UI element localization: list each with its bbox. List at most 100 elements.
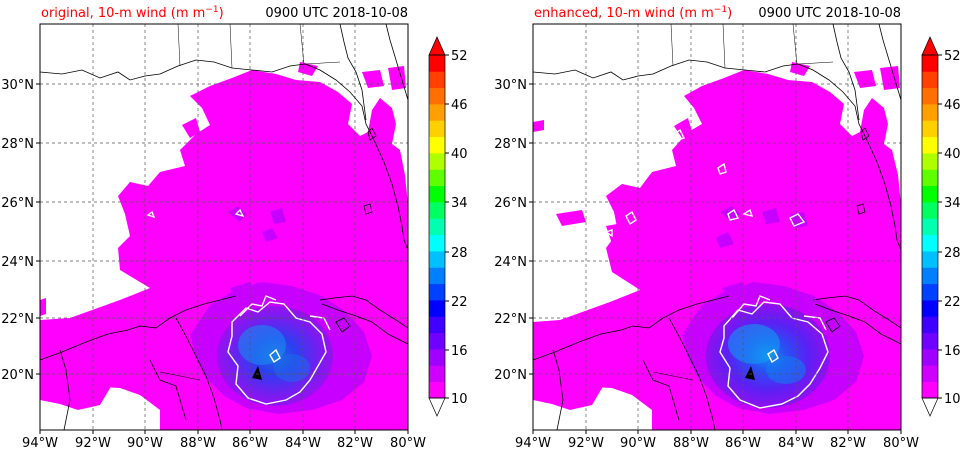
colorbar-bin [922, 153, 938, 170]
colorbar-tick-label: 28 [451, 246, 468, 261]
lon-tick-label: 82°W [830, 436, 866, 451]
lon-axis: 94°W 92°W 90°W 88°W 86°W 84°W 82°W 80°W [22, 430, 426, 451]
map-frame [532, 23, 902, 431]
colorbar-bin [429, 153, 445, 170]
map-area [533, 24, 901, 430]
lon-tick-label: 86°W [725, 436, 761, 451]
colorbar-bins [428, 36, 446, 417]
colorbar-bin [429, 185, 445, 203]
colorbar-extend-max [428, 36, 446, 56]
lat-tick-label: 28°N [494, 137, 527, 152]
lat-tick-label: 22°N [1, 312, 34, 327]
colorbar-bin [429, 316, 445, 334]
lat-tick-label: 26°N [494, 196, 527, 211]
colorbar-bin [922, 267, 938, 285]
state-borders [652, 24, 834, 381]
colorbar-bin [922, 104, 938, 121]
colorbar-bin [922, 332, 938, 350]
colorbar-tick-label: 52 [451, 49, 468, 64]
lon-tick-label: 86°W [232, 436, 268, 451]
colorbar-extend-min [428, 397, 446, 417]
colorbar-bin [922, 234, 938, 252]
colorbar-bin [429, 365, 445, 383]
lon-tick-label: 80°W [390, 436, 426, 451]
coastlines [533, 24, 901, 430]
colorbar-bin [429, 349, 445, 366]
colorbar-bin [429, 234, 445, 252]
colorbar-bin [922, 300, 938, 317]
colorbar-extend-min [921, 397, 939, 417]
panel-time: 0900 UTC 2018-10-08 [265, 6, 408, 21]
lon-tick-label: 92°W [568, 436, 604, 451]
lon-axis: 94°W 92°W 90°W 88°W 86°W 84°W 82°W 80°W [515, 430, 919, 451]
colorbar-bin [922, 202, 938, 219]
lat-tick-label: 24°N [494, 255, 527, 270]
colorbar: 10 16 22 28 34 40 46 52 [428, 36, 468, 417]
colorbar-bin [922, 316, 938, 334]
colorbar-bin [429, 332, 445, 350]
colorbar-bin [429, 267, 445, 285]
lon-tick-label: 82°W [337, 436, 373, 451]
map-panel-original: original, 10-m wind (m m−1) 0900 UTC 201… [1, 5, 467, 451]
colorbar-bin [922, 365, 938, 383]
lon-tick-label: 94°W [515, 436, 551, 451]
lat-tick-label: 26°N [1, 196, 34, 211]
lat-axis: 20°N 22°N 24°N 26°N 28°N 30°N [1, 78, 40, 383]
colorbar-bin [429, 169, 445, 187]
colorbar-bin [922, 87, 938, 105]
coastlines [40, 24, 408, 430]
lon-tick-label: 84°W [778, 436, 814, 451]
lat-tick-label: 20°N [494, 368, 527, 383]
colorbar-bin [429, 87, 445, 105]
panel-time: 0900 UTC 2018-10-08 [758, 6, 901, 21]
colorbar-bin [922, 169, 938, 187]
lat-tick-label: 30°N [494, 78, 527, 93]
colorbar-bin [429, 136, 445, 154]
colorbar-bin [922, 381, 938, 399]
colorbar: 10 16 22 28 34 40 46 52 [921, 36, 961, 417]
colorbar-bin [922, 185, 938, 203]
wind-field [533, 62, 901, 430]
lat-axis: 20°N 22°N 24°N 26°N 28°N 30°N [494, 78, 533, 383]
panel-title: enhanced, 10-m wind (m m−1) [534, 5, 732, 21]
lon-tick-label: 90°W [127, 436, 163, 451]
gridlines [533, 24, 901, 430]
colorbar-tick-label: 46 [944, 98, 961, 113]
lon-tick-label: 88°W [180, 436, 216, 451]
gridlines [40, 24, 408, 430]
colorbar-tick-label: 10 [451, 392, 468, 407]
colorbar-tick-label: 28 [944, 246, 961, 261]
colorbar-bin [429, 300, 445, 317]
colorbar-tick-label: 40 [944, 147, 961, 162]
colorbar-bins [921, 36, 939, 417]
state-borders [159, 24, 341, 381]
colorbar-bin [429, 283, 445, 301]
colorbar-bin [429, 104, 445, 121]
map-frame [39, 23, 409, 431]
colorbar-tick-label: 52 [944, 49, 961, 64]
colorbar-bin [429, 120, 445, 138]
colorbar-tick-label: 16 [944, 344, 961, 359]
colorbar-tick-label: 34 [944, 196, 961, 211]
lat-tick-label: 30°N [1, 78, 34, 93]
colorbar-frame [921, 54, 939, 399]
colorbar-tick-label: 34 [451, 196, 468, 211]
lat-tick-label: 22°N [494, 312, 527, 327]
colorbar-tick-label: 22 [944, 295, 961, 310]
lon-tick-label: 90°W [620, 436, 656, 451]
panel-title: original, 10-m wind (m m−1) [41, 5, 224, 21]
colorbar-bin [922, 71, 938, 89]
colorbar-bin [429, 202, 445, 219]
colorbar-tick-label: 46 [451, 98, 468, 113]
colorbar-bin [922, 251, 938, 268]
colorbar-bin [922, 218, 938, 236]
map-panel-enhanced: enhanced, 10-m wind (m m−1) 0900 UTC 201… [494, 5, 960, 451]
colorbar-ticks: 10 16 22 28 34 40 46 52 [445, 49, 468, 407]
wind-field [40, 62, 408, 430]
lon-tick-label: 92°W [75, 436, 111, 451]
colorbar-bin [922, 349, 938, 366]
colorbar-bin [429, 251, 445, 268]
wind-contours [604, 128, 829, 409]
colorbar-bin [429, 71, 445, 89]
